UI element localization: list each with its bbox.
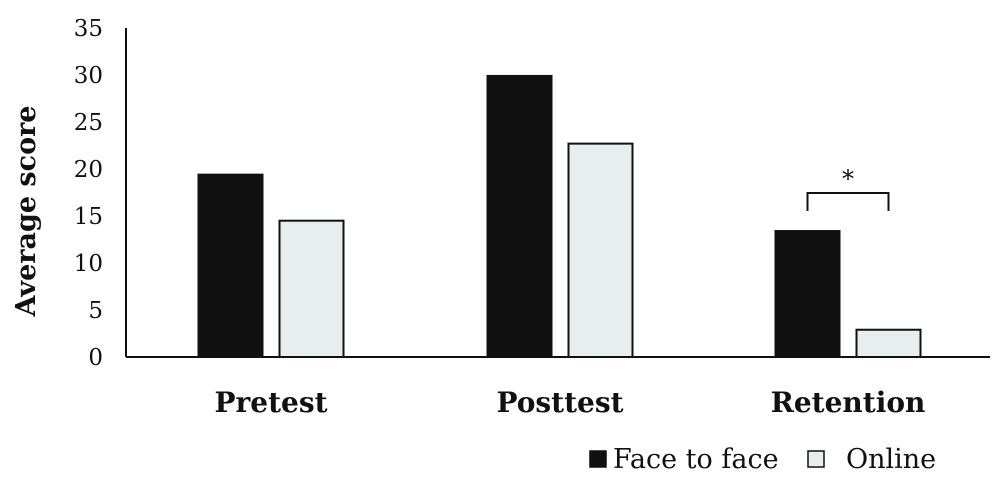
y-tick-label: 35 [74, 16, 103, 42]
bar-pretest-online [278, 219, 345, 358]
y-tick-label: 10 [74, 251, 103, 277]
legend-label: Online [846, 444, 936, 475]
significance-star: * [842, 165, 854, 193]
legend-label: Face to face [613, 444, 779, 475]
y-tick-label: 15 [74, 204, 103, 230]
bar-pretest-face-to-face [197, 173, 264, 358]
y-tick-label: 20 [74, 157, 103, 183]
bar-posttest-face-to-face [486, 74, 553, 358]
y-tick-label: 30 [74, 63, 103, 89]
x-category-label: Retention [771, 386, 926, 419]
y-axis-label: Average score [11, 106, 42, 318]
legend: Face to face Online [589, 444, 936, 475]
bar-posttest-online [567, 142, 634, 358]
significance-bracket [806, 192, 890, 211]
bar-retention-face-to-face [774, 230, 841, 358]
bar-retention-online [855, 328, 922, 358]
x-axis-categories: Pretest Posttest Retention [214, 386, 925, 419]
bars [197, 74, 922, 358]
x-category-label: Pretest [214, 386, 327, 419]
annotations: * [806, 165, 890, 211]
x-category-label: Posttest [496, 386, 623, 419]
legend-swatch [589, 450, 607, 468]
y-tick-label: 0 [88, 345, 103, 371]
legend-swatch [807, 450, 825, 468]
y-tick-label: 25 [74, 110, 103, 136]
y-tick-label: 5 [88, 298, 103, 324]
y-axis-ticks: 0 5 10 15 20 25 30 35 [74, 16, 103, 371]
